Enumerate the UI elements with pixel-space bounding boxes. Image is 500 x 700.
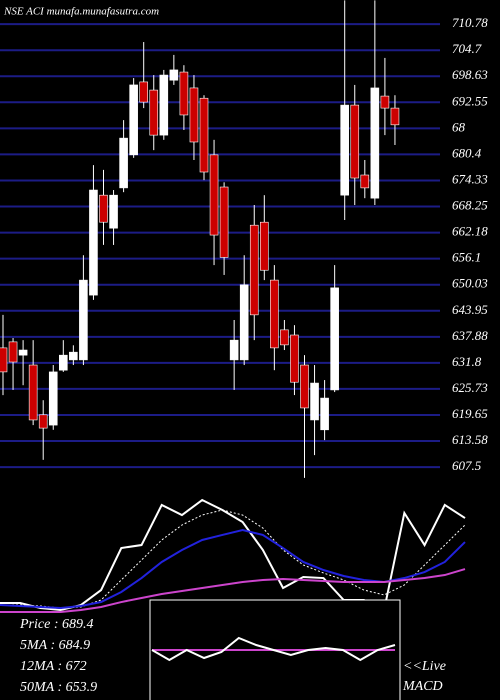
candle-body xyxy=(109,194,118,229)
candle-body xyxy=(290,334,299,383)
candle-body xyxy=(38,414,48,429)
y-tick-label: 650.03 xyxy=(452,276,488,291)
y-tick-label: 619.65 xyxy=(452,406,488,421)
y-tick-label: 613.58 xyxy=(452,432,488,447)
indicator-label: 5MA : 684.9 xyxy=(20,638,90,653)
candle-body xyxy=(380,95,390,109)
candle-body xyxy=(390,107,400,126)
y-tick-label: 698.63 xyxy=(452,67,488,82)
candle-body xyxy=(360,174,370,189)
candle-body xyxy=(270,279,279,349)
candle-body xyxy=(249,224,259,316)
candle-body xyxy=(169,69,179,81)
chart-title: NSE ACI munafa.munafasutra.com xyxy=(3,6,159,18)
candle-body xyxy=(48,371,58,426)
candle-body xyxy=(129,84,138,156)
y-tick-label: 625.73 xyxy=(452,380,488,395)
y-tick-label: 680.4 xyxy=(452,145,482,160)
candle-body xyxy=(8,341,18,363)
candle-body xyxy=(69,351,78,361)
indicator-label: Price : 689.4 xyxy=(19,617,93,632)
candle-body xyxy=(99,194,108,223)
macd-label: MACD xyxy=(402,679,443,694)
candle-body xyxy=(239,284,249,361)
y-tick-label: 656.1 xyxy=(452,250,481,265)
candle-body xyxy=(199,97,209,173)
candle-body xyxy=(179,71,189,116)
y-tick-label: 68 xyxy=(452,119,466,134)
y-tick-label: 674.33 xyxy=(452,171,488,186)
candle-body xyxy=(310,382,319,421)
candle-body xyxy=(229,339,239,361)
candle-body xyxy=(28,364,38,421)
candle-body xyxy=(280,329,289,346)
indicator-label: 50MA : 653.9 xyxy=(20,680,97,695)
y-tick-label: 692.55 xyxy=(452,93,488,108)
candle-body xyxy=(149,89,159,136)
candle-body xyxy=(89,189,98,296)
candle-body xyxy=(300,364,309,409)
y-tick-label: 631.8 xyxy=(452,354,482,369)
indicator-label: 12MA : 672 xyxy=(20,659,87,674)
candle-body xyxy=(139,81,148,103)
candle-body xyxy=(330,287,339,391)
candle-body xyxy=(340,104,350,196)
candle-body xyxy=(0,347,8,373)
macd-line xyxy=(151,636,396,662)
candle-body xyxy=(18,349,28,356)
y-tick-label: 637.88 xyxy=(452,328,488,343)
indicator-line xyxy=(0,568,466,613)
candle-body xyxy=(320,397,329,431)
y-tick-label: 668.25 xyxy=(452,198,488,213)
candle-body xyxy=(209,154,219,236)
candle-body xyxy=(350,104,360,179)
candle-body xyxy=(79,279,88,361)
candle-body xyxy=(159,74,169,136)
candle-body xyxy=(259,221,269,271)
candle-body xyxy=(370,87,380,199)
y-tick-label: 607.5 xyxy=(452,458,482,473)
candle-body xyxy=(58,354,68,371)
macd-label: <<Live xyxy=(403,659,446,674)
y-tick-label: 662.18 xyxy=(452,224,488,239)
y-tick-label: 704.7 xyxy=(452,41,482,56)
candle-body xyxy=(119,137,128,189)
candle-body xyxy=(219,186,229,258)
y-tick-label: 643.95 xyxy=(452,302,488,317)
y-tick-label: 710.78 xyxy=(452,15,488,30)
candle-body xyxy=(189,87,199,143)
